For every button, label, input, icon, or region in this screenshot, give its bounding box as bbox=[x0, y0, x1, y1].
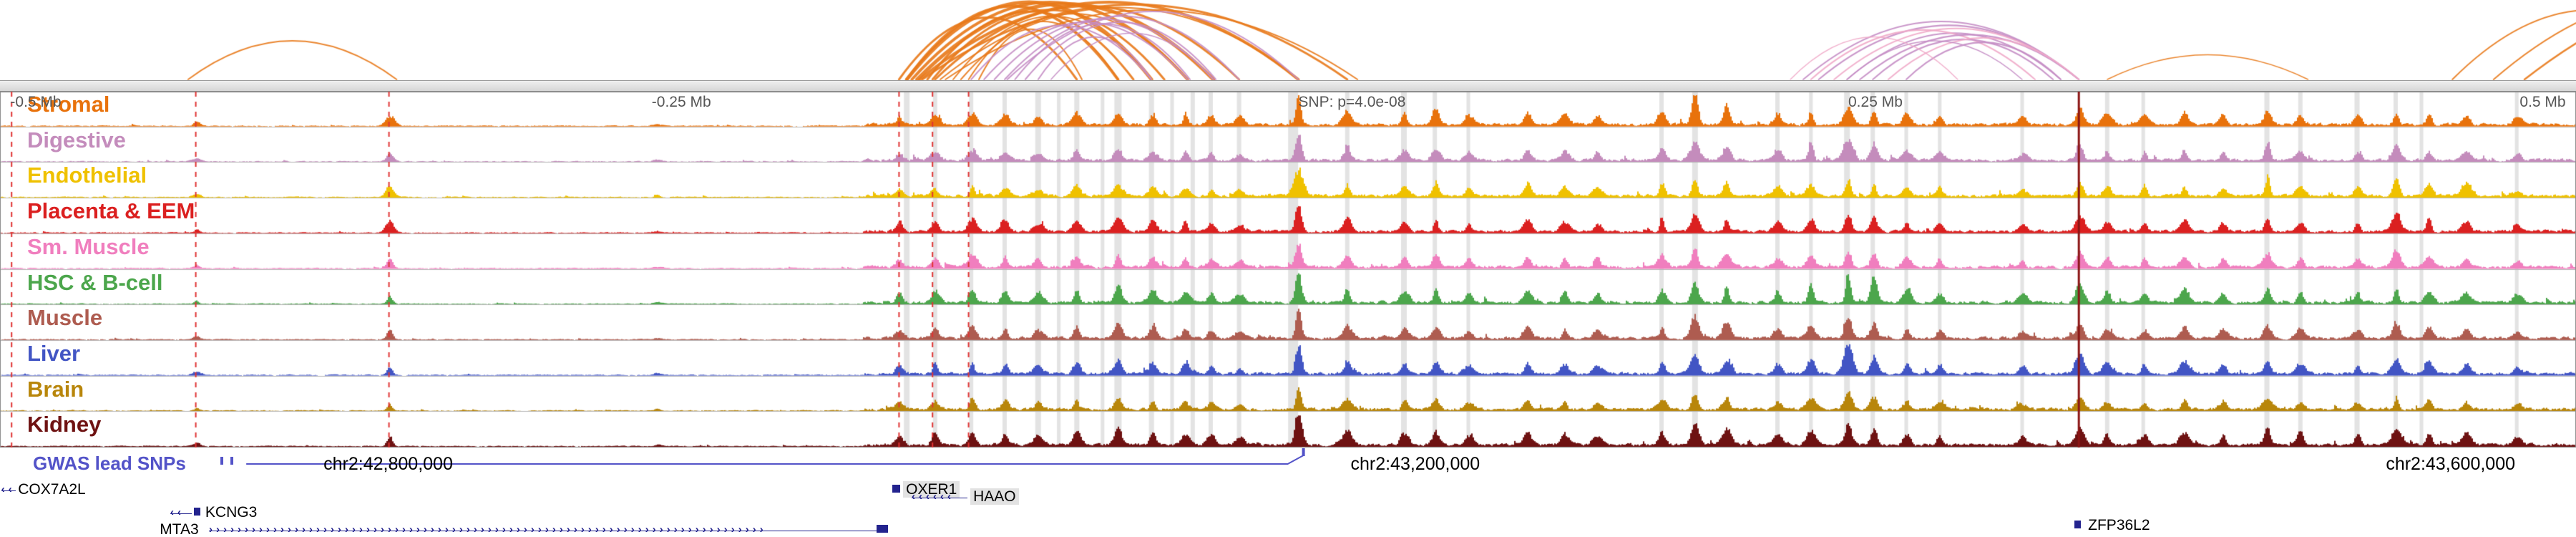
ruler-tick-label: -0.25 Mb bbox=[651, 94, 711, 110]
track-label-liver[interactable]: Liver bbox=[27, 340, 81, 366]
ruler-tick-label: -0.5 Mb bbox=[10, 94, 62, 110]
gwas-lead-snps-label[interactable]: GWAS lead SNPs bbox=[33, 453, 186, 474]
gene-strand-arrows: ‹‹‹‹‹‹ bbox=[912, 491, 968, 503]
interaction-arcs-canvas[interactable] bbox=[0, 0, 2576, 81]
gene-strand-arrows: ‹‹ bbox=[170, 507, 192, 518]
gene-label-zfp36l2[interactable]: ZFP36L2 bbox=[2088, 517, 2150, 533]
gene-label-kcng3[interactable]: KCNG3 bbox=[205, 504, 258, 521]
genome-coordinate-label: chr2:43,600,000 bbox=[2386, 454, 2516, 474]
gene-label-cox7a2l[interactable]: COX7A2L bbox=[18, 481, 86, 498]
track-label-hsc-b-cell[interactable]: HSC & B-cell bbox=[27, 269, 163, 295]
lead-snp-tick bbox=[220, 457, 223, 465]
gene-exon-box[interactable] bbox=[892, 485, 901, 493]
ruler-tick-label: 0.25 Mb bbox=[1848, 94, 1903, 110]
genome-coordinate-label: chr2:42,800,000 bbox=[323, 454, 453, 474]
gene-exon-box[interactable] bbox=[877, 525, 889, 533]
track-label-muscle[interactable]: Muscle bbox=[27, 305, 103, 331]
gene-exon-box[interactable] bbox=[2074, 521, 2082, 528]
track-label-kidney[interactable]: Kidney bbox=[27, 412, 102, 437]
lead-snp-tick bbox=[230, 457, 233, 465]
gene-strand-arrows: ‹‹ bbox=[1, 484, 16, 495]
track-label-digestive[interactable]: Digestive bbox=[27, 127, 126, 153]
track-label-placenta-eem[interactable]: Placenta & EEM bbox=[27, 198, 195, 224]
coordinate-ruler[interactable] bbox=[0, 80, 2576, 92]
ruler-tick-label: 0.5 Mb bbox=[2519, 94, 2566, 110]
lead-snp-tick bbox=[1302, 448, 1305, 456]
genome-coordinate-label: chr2:43,200,000 bbox=[1350, 454, 1480, 474]
track-label-stromal[interactable]: Stromal bbox=[27, 92, 110, 117]
gene-label-mta3[interactable]: MTA3 bbox=[160, 521, 199, 537]
track-label-sm-muscle[interactable]: Sm. Muscle bbox=[27, 233, 150, 259]
gene-label-haao[interactable]: HAAO bbox=[970, 488, 1019, 505]
track-label-endothelial[interactable]: Endothelial bbox=[27, 163, 147, 188]
annotation-area: GWAS lead SNPs chr2:42,800,000 chr2:43,20… bbox=[0, 448, 2576, 537]
signal-tracks-canvas[interactable] bbox=[0, 92, 2576, 448]
ruler-tick-label: SNP: p=4.0e-08 bbox=[1298, 94, 1406, 110]
gene-exon-box[interactable] bbox=[194, 508, 201, 516]
gene-strand-arrows: ››››››››››››››››››››››››››››››››››››››››… bbox=[208, 524, 887, 536]
track-label-brain[interactable]: Brain bbox=[27, 376, 84, 402]
